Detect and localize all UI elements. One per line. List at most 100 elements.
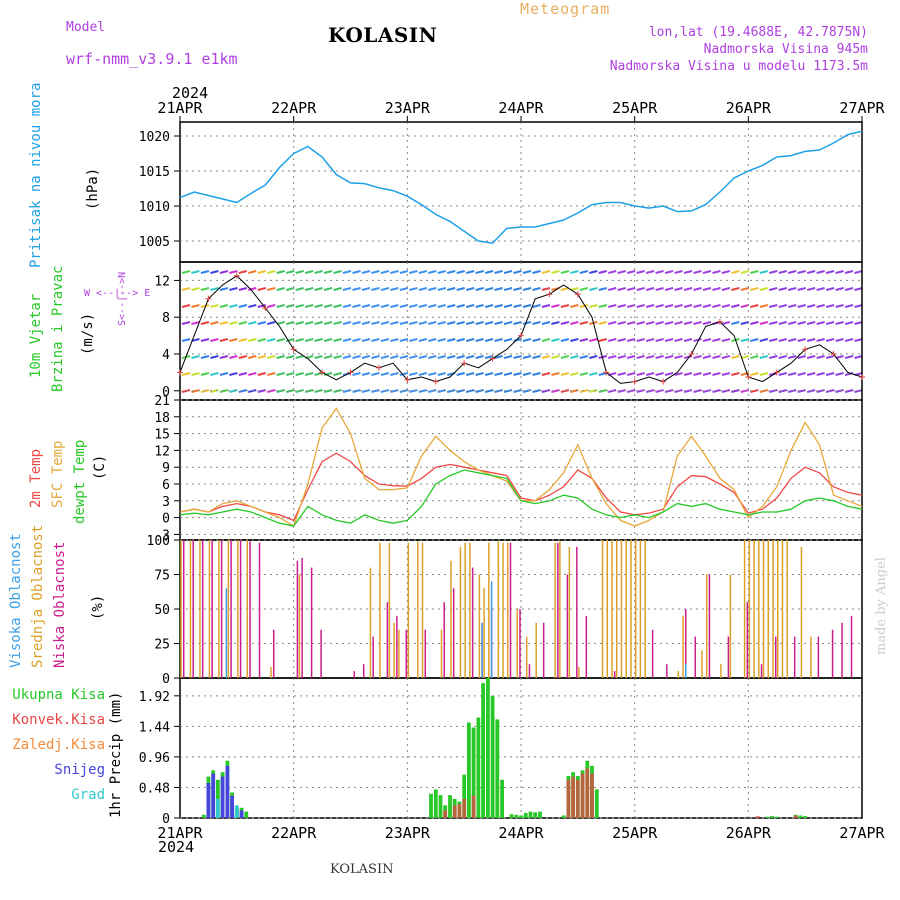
wind-arrow: [304, 389, 314, 393]
wind-speed-marker: [830, 351, 837, 357]
temp-line-dewpt-temp: [179, 469, 863, 527]
wind-arrow: [589, 304, 598, 308]
cloud-ytick-label: 50: [154, 603, 170, 618]
wind-arrow: [589, 270, 598, 274]
pressure-ytick-label: 1020: [139, 130, 170, 145]
wind-arrow: [655, 270, 664, 274]
model-name: wrf-nmm_v3.9.1 e1km: [66, 50, 238, 68]
wind-arrow: [721, 321, 731, 325]
wind-arrow: [465, 270, 475, 274]
wind-arrow: [352, 338, 361, 342]
wind-arrow: [361, 372, 371, 376]
x-tick-label-bottom: 21APR: [157, 824, 203, 842]
wind-arrow: [494, 372, 503, 376]
wind-arrow: [418, 321, 428, 325]
temp-ytick-label: 9: [162, 461, 170, 476]
wind-arrow: [589, 372, 598, 376]
wind-arrow: [645, 287, 655, 291]
wind-arrow: [513, 270, 522, 274]
wind-arrow: [721, 372, 731, 376]
wind-arrow: [664, 372, 674, 376]
wind-arrow: [541, 372, 551, 376]
wind-speed-marker: [660, 378, 667, 385]
wind-arrow: [579, 338, 589, 342]
wind-arrow: [664, 321, 674, 325]
wind-arrow: [494, 287, 503, 291]
wind-arrow: [560, 355, 570, 359]
wind-arrow: [570, 321, 579, 325]
wind-arrow: [655, 355, 664, 359]
wind-arrow: [844, 287, 854, 291]
precip-bar: [462, 774, 467, 818]
wind-arrow: [721, 287, 731, 291]
wind-arrow: [740, 304, 750, 308]
wind-arrow: [712, 270, 721, 274]
wind-arrow: [399, 338, 409, 342]
footer-station: KOLASIN: [330, 862, 394, 877]
wind-ytick-label: 0: [162, 385, 170, 400]
wind-arrow: [229, 304, 238, 308]
wind-arrow: [418, 270, 428, 274]
wind-arrow: [219, 355, 229, 359]
wind-arrow: [257, 338, 267, 342]
wind-arrow: [835, 321, 844, 325]
wind-arrow: [295, 321, 304, 325]
wind-arrow: [750, 338, 759, 342]
wind-arrow: [210, 287, 219, 291]
wind-arrow: [390, 270, 399, 274]
wind-arrow: [484, 287, 494, 291]
wind-arrow: [522, 338, 532, 342]
wind-arrow: [285, 304, 295, 308]
wind-arrow: [285, 389, 295, 393]
wind-arrow: [200, 304, 210, 308]
wind-arrow: [702, 287, 712, 291]
wind-arrow: [248, 287, 257, 291]
wind-arrow: [721, 355, 731, 359]
precip-bar: [438, 795, 443, 818]
wind-arrow: [361, 304, 371, 308]
wind-arrow: [371, 304, 380, 308]
wind-arrow: [806, 287, 816, 291]
wind-arrow: [371, 372, 380, 376]
wind-arrow: [702, 372, 712, 376]
wind-arrow: [503, 287, 513, 291]
wind-arrow: [465, 287, 475, 291]
wind-arrow: [285, 287, 295, 291]
wind-arrow: [465, 338, 475, 342]
precip-bar: [798, 815, 803, 818]
wind-arrow: [636, 338, 645, 342]
wind-arrow: [390, 321, 399, 325]
wind-arrow: [759, 304, 769, 308]
wind-arrow: [551, 321, 560, 325]
wind-arrow: [769, 270, 778, 274]
wind-arrow: [428, 304, 437, 308]
wind-arrow: [787, 372, 797, 376]
wind-arrow: [551, 304, 560, 308]
wind-arrow: [816, 321, 825, 325]
wind-arrow: [399, 270, 409, 274]
wind-arrow: [304, 304, 314, 308]
wind-arrow: [210, 304, 219, 308]
wind-arrow: [503, 321, 513, 325]
wind-arrow: [598, 304, 608, 308]
wind-arrow: [532, 321, 541, 325]
wind-arrow: [484, 270, 494, 274]
wind-arrow: [769, 355, 778, 359]
wind-arrow: [437, 321, 446, 325]
wind-arrow: [645, 304, 655, 308]
wind-arrow: [608, 338, 617, 342]
wind-arrow: [238, 372, 248, 376]
wind-speed-marker: [773, 369, 780, 376]
wind-arrow: [797, 372, 806, 376]
wind-arrow: [390, 372, 399, 376]
wind-arrow: [418, 389, 428, 393]
wind-arrow: [570, 338, 579, 342]
wind-speed-marker: [631, 378, 638, 385]
wind-arrow: [409, 338, 418, 342]
wind-arrow: [191, 355, 200, 359]
wind-arrow: [655, 389, 664, 393]
precip-frame: [179, 677, 863, 819]
wind-speed-marker: [688, 351, 695, 357]
wind-arrow: [191, 372, 200, 376]
wind-compass: W <--|--> E: [84, 288, 151, 299]
